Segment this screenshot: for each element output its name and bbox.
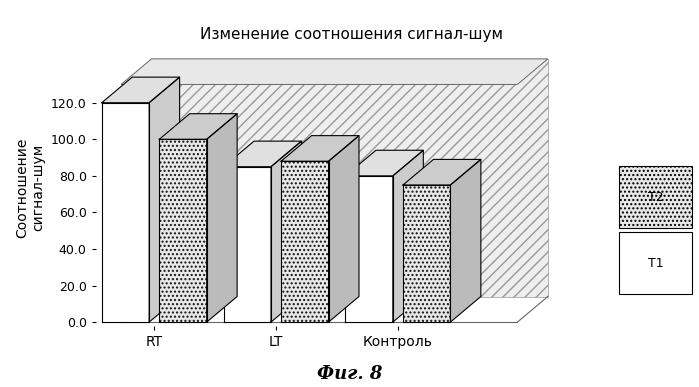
Polygon shape [345,150,424,176]
Polygon shape [159,114,237,139]
Polygon shape [224,167,271,322]
Text: T2: T2 [648,191,663,204]
Polygon shape [281,161,329,322]
Polygon shape [450,159,481,322]
Polygon shape [102,77,180,103]
Polygon shape [207,114,237,322]
Text: T1: T1 [648,257,663,270]
Polygon shape [281,161,329,322]
Polygon shape [403,185,450,322]
Polygon shape [345,176,393,322]
Polygon shape [271,141,301,322]
Polygon shape [102,103,149,322]
Polygon shape [152,59,548,296]
Polygon shape [149,77,180,322]
Title: Изменение соотношения сигнал-шум: Изменение соотношения сигнал-шум [200,27,503,42]
Polygon shape [403,185,450,322]
Polygon shape [281,135,359,161]
Polygon shape [393,150,424,322]
Polygon shape [329,135,359,322]
Polygon shape [403,159,481,185]
Polygon shape [224,141,301,167]
Y-axis label: Соотношение
сигнал-шум: Соотношение сигнал-шум [15,137,45,238]
Polygon shape [159,139,207,322]
Polygon shape [159,139,207,322]
Polygon shape [121,59,548,84]
Text: Фиг. 8: Фиг. 8 [317,365,382,383]
